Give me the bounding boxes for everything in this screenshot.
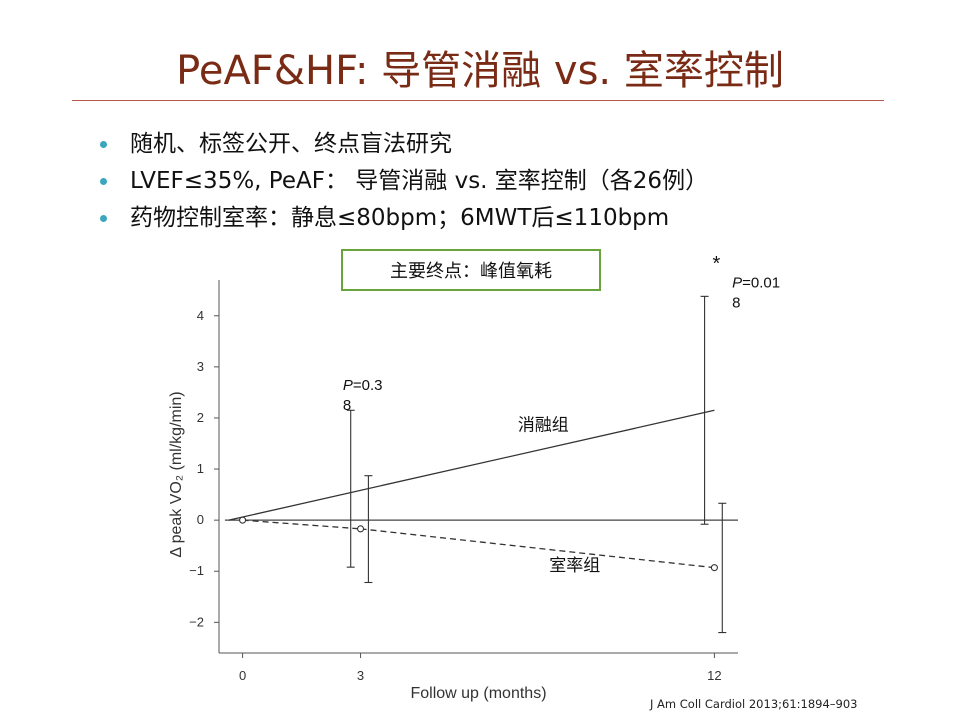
- bullet-item: LVEF≤35%, PeAF： 导管消融 vs. 室率控制（各26例）: [100, 163, 708, 200]
- bullet-item: 药物控制室率：静息≤80bpm；6MWT后≤110bpm: [100, 200, 708, 237]
- bullet-dot-icon: [100, 215, 107, 222]
- y-tick-label: −2: [189, 614, 204, 629]
- data-point: [710, 564, 718, 572]
- series-line: [360, 528, 715, 569]
- p-value-label: 8: [732, 295, 740, 312]
- endpoint-box: [341, 249, 601, 291]
- endpoint-label: 主要终点：峰值氧耗: [390, 261, 552, 281]
- series-line: [242, 519, 361, 530]
- p-value-label: P=0.3: [343, 377, 383, 394]
- series-label: 室率组: [549, 556, 600, 575]
- data-point: [239, 516, 247, 524]
- bullet-list: 随机、标签公开、终点盲法研究 LVEF≤35%, PeAF： 导管消融 vs. …: [100, 126, 708, 237]
- bullet-text: 药物控制室率：静息≤80bpm；6MWT后≤110bpm: [130, 205, 670, 231]
- citation: J Am Coll Cardiol 2013;61:1894–903: [650, 697, 858, 711]
- p-value-label: 8: [343, 397, 351, 414]
- series-label: 消融组: [518, 416, 569, 435]
- y-tick-label: 0: [197, 512, 204, 527]
- bullet-item: 随机、标签公开、终点盲法研究: [100, 126, 708, 163]
- bullet-text: LVEF≤35%, PeAF： 导管消融 vs. 室率控制（各26例）: [130, 168, 709, 194]
- x-tick-label: 3: [357, 668, 364, 683]
- y-tick-label: 4: [197, 308, 204, 323]
- y-axis-label: Δ peak VO₂ (ml/kg/min): [168, 391, 185, 557]
- data-point: [356, 525, 365, 533]
- bullet-dot-icon: [100, 178, 107, 185]
- bullet-text: 随机、标签公开、终点盲法研究: [130, 131, 452, 157]
- slide-title: PeAF&HF: 导管消融 vs. 室率控制: [176, 48, 784, 94]
- y-tick-label: 1: [197, 461, 204, 476]
- x-axis-label: Follow up (months): [410, 685, 546, 702]
- x-tick-label: 12: [707, 668, 721, 683]
- significance-asterisk: *: [712, 253, 720, 275]
- y-tick-label: −1: [189, 563, 204, 578]
- y-tick-label: 3: [197, 359, 204, 374]
- p-value-label: P=0.01: [732, 275, 780, 292]
- title-divider: [72, 100, 884, 101]
- y-tick-label: 2: [197, 410, 204, 425]
- x-tick-label: 0: [239, 668, 246, 683]
- bullet-dot-icon: [100, 141, 107, 148]
- series-line: [228, 409, 715, 521]
